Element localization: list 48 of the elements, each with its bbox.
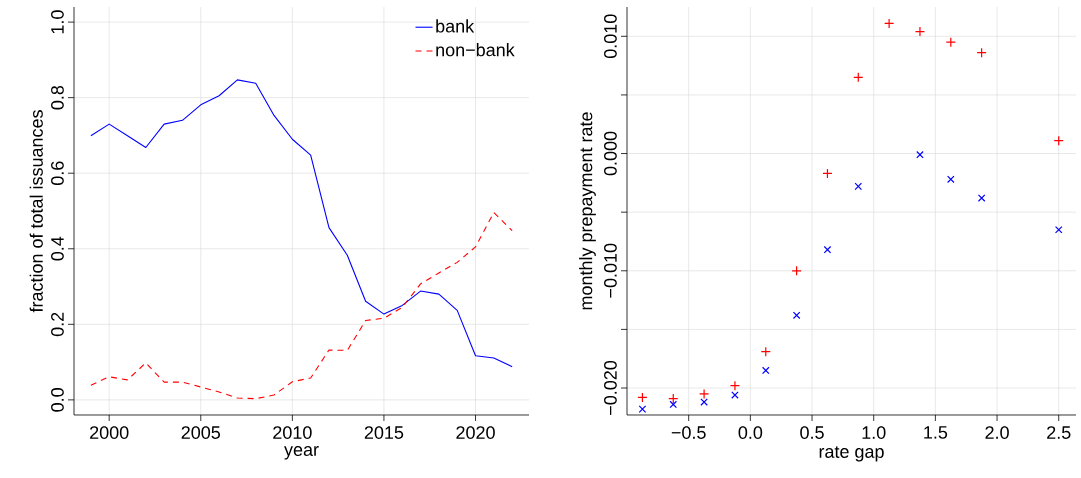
y-tick-label: 0.8 [51,85,64,110]
x-tick-label: 2015 [364,426,404,439]
point [761,366,770,375]
x-tick-label: 1.0 [862,426,886,439]
y-tick-label: −0.020 [604,360,617,415]
x-tick-label: 2020 [456,426,495,439]
x-axis-title: year [284,446,319,460]
point [700,398,708,406]
y-tick-label: 0.0 [51,388,64,412]
x-tick-label: 2.0 [985,426,1009,439]
x-tick-label: 2.5 [1047,426,1071,439]
point [947,175,955,184]
x-axis-title: rate gap [819,446,884,462]
point [637,392,648,403]
x-tick-label: 0.0 [738,426,763,439]
y-tick-label: −0.010 [604,243,617,298]
x-tick-label: 1.5 [924,426,948,439]
point [822,168,833,179]
point [699,388,710,399]
point [760,346,771,357]
point [669,400,678,409]
point [729,380,741,391]
x-tick-label: 2010 [273,426,312,439]
line-series [90,79,513,368]
x-tick-label: 2000 [90,426,129,439]
point [945,37,956,48]
x-tick-label: 2005 [181,426,221,439]
legend-label: bank [436,19,475,33]
point [823,245,832,254]
legend-label: non−bank [436,43,515,57]
point [914,26,926,37]
point [884,18,895,29]
y-tick-label: 0.4 [51,236,64,261]
y-axis-title: fraction of total issuances [29,110,43,313]
point [1053,135,1064,146]
y-axis-title: monthly prepayment rate [579,112,596,310]
x-tick-label: 0.5 [800,426,824,439]
point [977,194,986,202]
y-tick-label: 0.6 [51,161,64,186]
y-tick-label: 0.010 [604,14,617,59]
point [668,393,679,404]
x-tick-label: −0.5 [671,426,706,439]
y-tick-label: 1.0 [51,10,64,34]
point [638,405,647,413]
y-tick-label: 0.2 [51,312,64,337]
y-tick-label: 0.000 [604,131,617,176]
point [916,150,924,159]
point [791,265,802,276]
